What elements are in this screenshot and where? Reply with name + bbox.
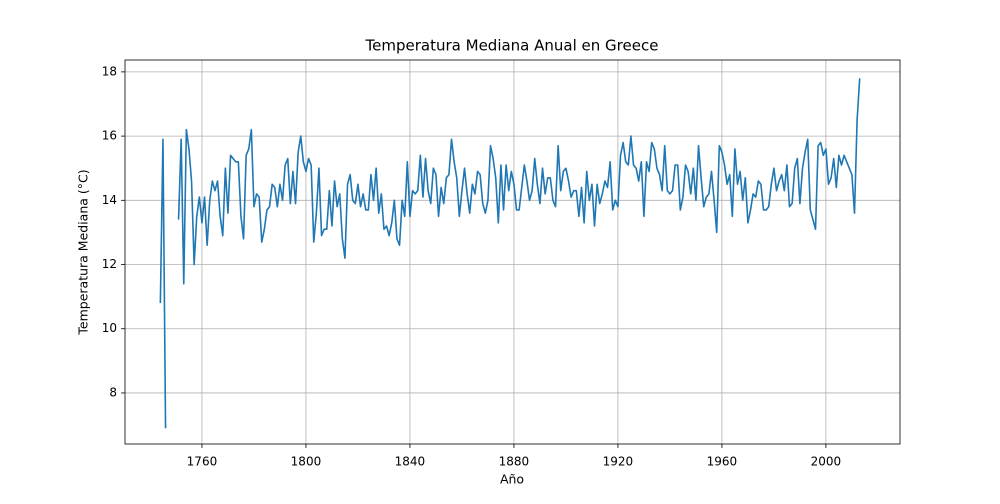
x-axis-label: Año (500, 472, 524, 487)
chart-title: Temperatura Mediana Anual en Greece (365, 37, 659, 55)
y-tick-label: 12 (102, 257, 117, 271)
x-tick-label: 1840 (395, 455, 426, 469)
x-tick-label: 1880 (499, 455, 530, 469)
y-tick-label: 16 (102, 129, 117, 143)
x-tick-label: 1760 (187, 455, 218, 469)
plot-frame (124, 59, 901, 445)
y-tick-label: 10 (102, 321, 117, 335)
y-axis-label: Temperatura Mediana (°C) (76, 169, 91, 335)
x-tick-label: 1920 (603, 455, 634, 469)
x-tick-label: 2000 (811, 455, 842, 469)
x-tick-label: 1800 (291, 455, 322, 469)
y-tick-label: 8 (109, 385, 117, 399)
data-line (159, 78, 861, 429)
y-tick-label: 14 (102, 193, 117, 207)
x-tick-label: 1960 (707, 455, 738, 469)
y-tick-label: 18 (102, 64, 117, 78)
